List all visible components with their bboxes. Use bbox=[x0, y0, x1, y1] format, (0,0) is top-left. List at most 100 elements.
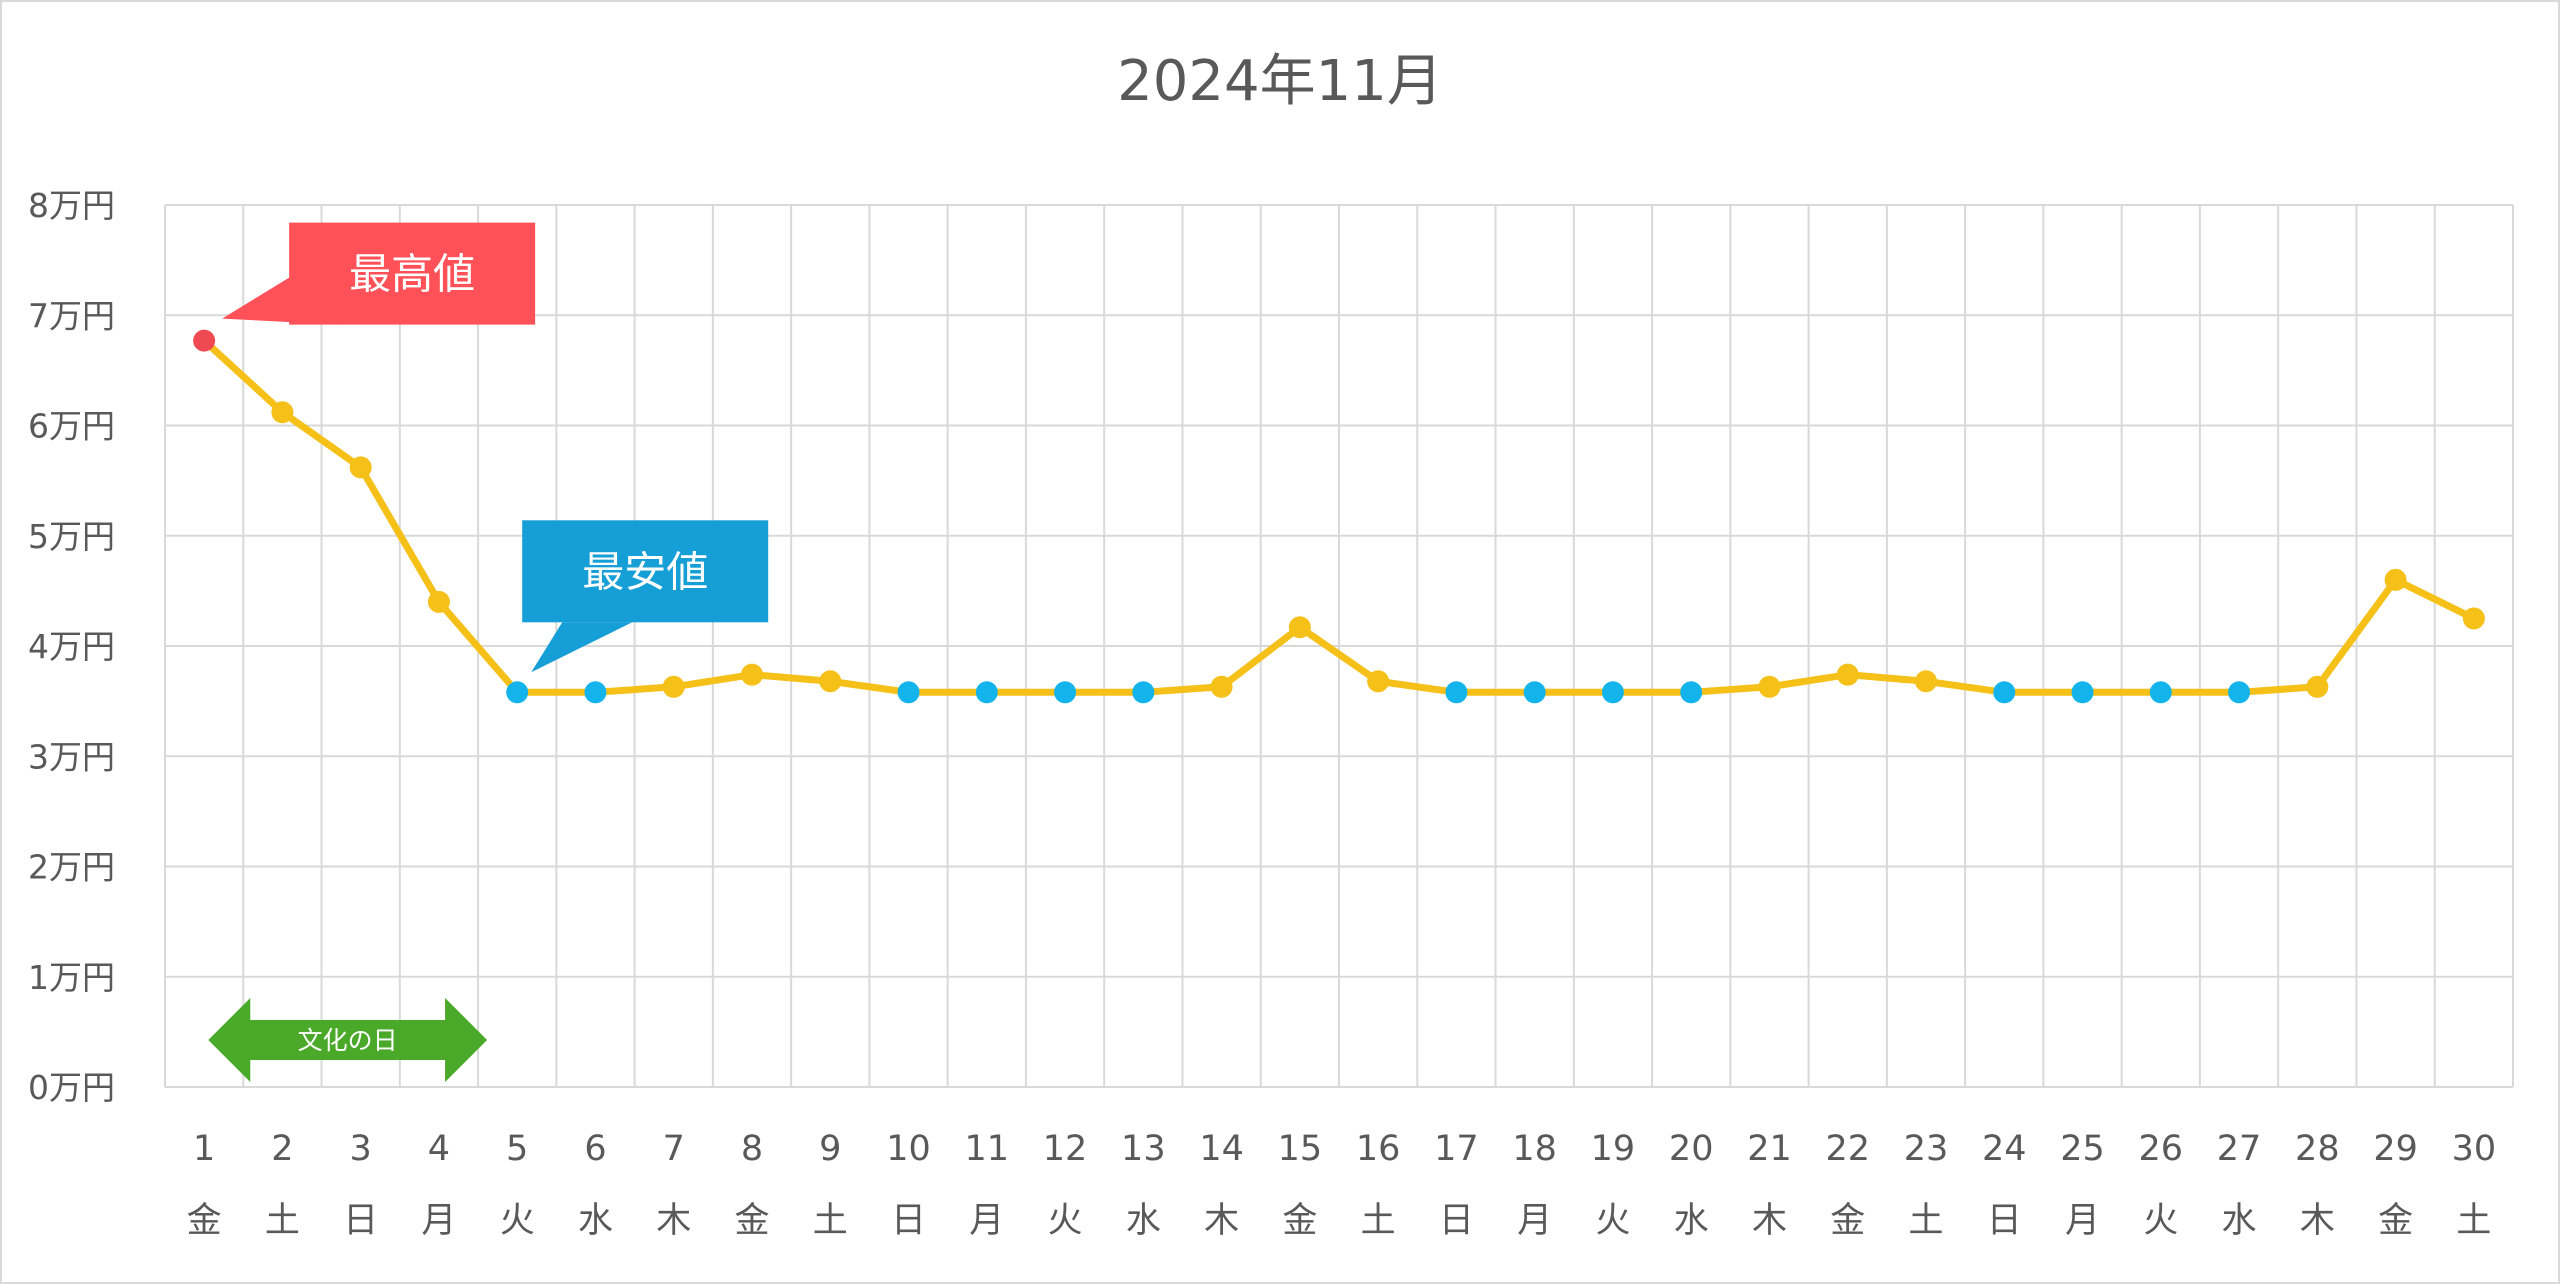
x-tick-weekday: 木 bbox=[1752, 1201, 1787, 1241]
x-tick-day: 30 bbox=[2452, 1129, 2497, 1169]
data-point-min bbox=[506, 681, 529, 704]
data-point bbox=[2306, 675, 2329, 698]
x-tick-day: 24 bbox=[1982, 1129, 2027, 1169]
x-tick-weekday: 日 bbox=[1439, 1201, 1474, 1241]
x-tick-weekday: 金 bbox=[734, 1201, 769, 1241]
x-tick-day: 9 bbox=[819, 1129, 841, 1169]
x-tick-weekday: 水 bbox=[2222, 1201, 2257, 1241]
data-point-min bbox=[1054, 681, 1077, 704]
data-point-min bbox=[1445, 681, 1468, 704]
x-tick-weekday: 金 bbox=[1282, 1201, 1317, 1241]
data-point-min bbox=[2149, 681, 2172, 704]
data-point bbox=[349, 456, 372, 479]
x-tick-weekday: 月 bbox=[421, 1201, 456, 1241]
y-tick-label: 0万円 bbox=[28, 1068, 115, 1107]
chart-title: 2024年11月 bbox=[1117, 49, 1443, 114]
data-point bbox=[2462, 607, 2485, 630]
grid bbox=[164, 204, 2514, 1088]
y-tick-label: 6万円 bbox=[28, 407, 115, 446]
data-point bbox=[1758, 675, 1781, 698]
x-tick-day: 17 bbox=[1434, 1129, 1479, 1169]
data-point-min bbox=[2228, 681, 2251, 704]
x-tick-day: 5 bbox=[506, 1129, 528, 1169]
data-point-min bbox=[897, 681, 920, 704]
x-axis-ticks: 1金2土3日4月5火6水7木8金9土10日11月12火13水14木15金16土1… bbox=[187, 1129, 2497, 1241]
x-tick-weekday: 土 bbox=[1908, 1201, 1943, 1241]
x-tick-weekday: 土 bbox=[265, 1201, 300, 1241]
x-tick-day: 26 bbox=[2139, 1129, 2184, 1169]
x-tick-weekday: 土 bbox=[2456, 1201, 2491, 1241]
x-tick-day: 27 bbox=[2217, 1129, 2262, 1169]
data-point bbox=[1915, 670, 1937, 693]
x-tick-weekday: 日 bbox=[343, 1201, 378, 1241]
holiday-annotation: 文化の日 bbox=[208, 998, 488, 1082]
x-tick-weekday: 土 bbox=[813, 1201, 848, 1241]
x-tick-weekday: 木 bbox=[1204, 1201, 1239, 1241]
y-axis-ticks: 0万円 1万円 2万円 3万円 4万円 5万円 6万円 7万円 8万円 bbox=[28, 186, 115, 1107]
data-point-min bbox=[1601, 681, 1624, 704]
y-tick-label: 4万円 bbox=[28, 627, 115, 666]
min-callout-label: 最安値 bbox=[582, 547, 708, 596]
x-tick-day: 3 bbox=[350, 1129, 372, 1169]
x-tick-weekday: 金 bbox=[187, 1201, 222, 1241]
x-tick-weekday: 日 bbox=[1987, 1201, 2022, 1241]
y-tick-label: 1万円 bbox=[28, 958, 115, 997]
x-tick-day: 19 bbox=[1591, 1129, 1636, 1169]
x-tick-weekday: 火 bbox=[500, 1201, 535, 1241]
x-tick-day: 14 bbox=[1199, 1129, 1244, 1169]
x-tick-day: 28 bbox=[2295, 1129, 2340, 1169]
data-point bbox=[427, 590, 450, 613]
data-point bbox=[741, 663, 763, 686]
x-tick-day: 16 bbox=[1356, 1129, 1401, 1169]
x-tick-weekday: 月 bbox=[969, 1201, 1004, 1241]
x-tick-weekday: 金 bbox=[2378, 1201, 2413, 1241]
x-tick-day: 4 bbox=[428, 1129, 450, 1169]
data-point bbox=[1288, 616, 1311, 639]
x-tick-day: 20 bbox=[1669, 1129, 1714, 1169]
x-tick-weekday: 水 bbox=[578, 1201, 613, 1241]
x-tick-weekday: 月 bbox=[2065, 1201, 2100, 1241]
x-tick-day: 2 bbox=[271, 1129, 293, 1169]
x-tick-day: 1 bbox=[193, 1129, 215, 1169]
x-tick-weekday: 火 bbox=[1048, 1201, 1083, 1241]
y-tick-label: 2万円 bbox=[28, 848, 115, 887]
x-tick-day: 10 bbox=[886, 1129, 931, 1169]
data-point-min bbox=[1132, 681, 1155, 704]
data-point bbox=[1836, 663, 1859, 686]
data-point-min bbox=[1523, 681, 1546, 704]
x-tick-day: 29 bbox=[2373, 1129, 2418, 1169]
x-tick-day: 22 bbox=[1825, 1129, 1870, 1169]
x-tick-day: 18 bbox=[1512, 1129, 1557, 1169]
max-callout-box bbox=[289, 222, 536, 325]
data-point bbox=[662, 675, 685, 698]
data-point-min bbox=[975, 681, 998, 704]
data-point bbox=[1210, 675, 1233, 698]
y-tick-label: 3万円 bbox=[28, 737, 115, 776]
x-tick-weekday: 月 bbox=[1517, 1201, 1552, 1241]
y-tick-label: 7万円 bbox=[28, 296, 115, 335]
data-point bbox=[2384, 568, 2407, 591]
data-point-min bbox=[2071, 681, 2094, 704]
x-tick-day: 13 bbox=[1121, 1129, 1166, 1169]
x-tick-day: 21 bbox=[1747, 1129, 1792, 1169]
series-line bbox=[200, 337, 2478, 696]
x-tick-weekday: 水 bbox=[1674, 1201, 1709, 1241]
data-point-min bbox=[584, 681, 607, 704]
data-point-min bbox=[1680, 681, 1703, 704]
x-tick-day: 12 bbox=[1043, 1129, 1088, 1169]
x-tick-day: 25 bbox=[2060, 1129, 2105, 1169]
data-point bbox=[819, 670, 842, 693]
x-tick-weekday: 火 bbox=[1595, 1201, 1630, 1241]
price-series bbox=[193, 329, 2485, 704]
min-callout-box bbox=[522, 520, 769, 623]
max-callout-label: 最高値 bbox=[349, 250, 475, 299]
data-point-max bbox=[193, 329, 216, 352]
y-tick-label: 8万円 bbox=[28, 186, 115, 225]
x-tick-weekday: 木 bbox=[656, 1201, 691, 1241]
data-point-min bbox=[1993, 681, 2016, 704]
x-tick-weekday: 土 bbox=[1361, 1201, 1396, 1241]
x-tick-weekday: 火 bbox=[2143, 1201, 2178, 1241]
x-tick-weekday: 日 bbox=[891, 1201, 926, 1241]
